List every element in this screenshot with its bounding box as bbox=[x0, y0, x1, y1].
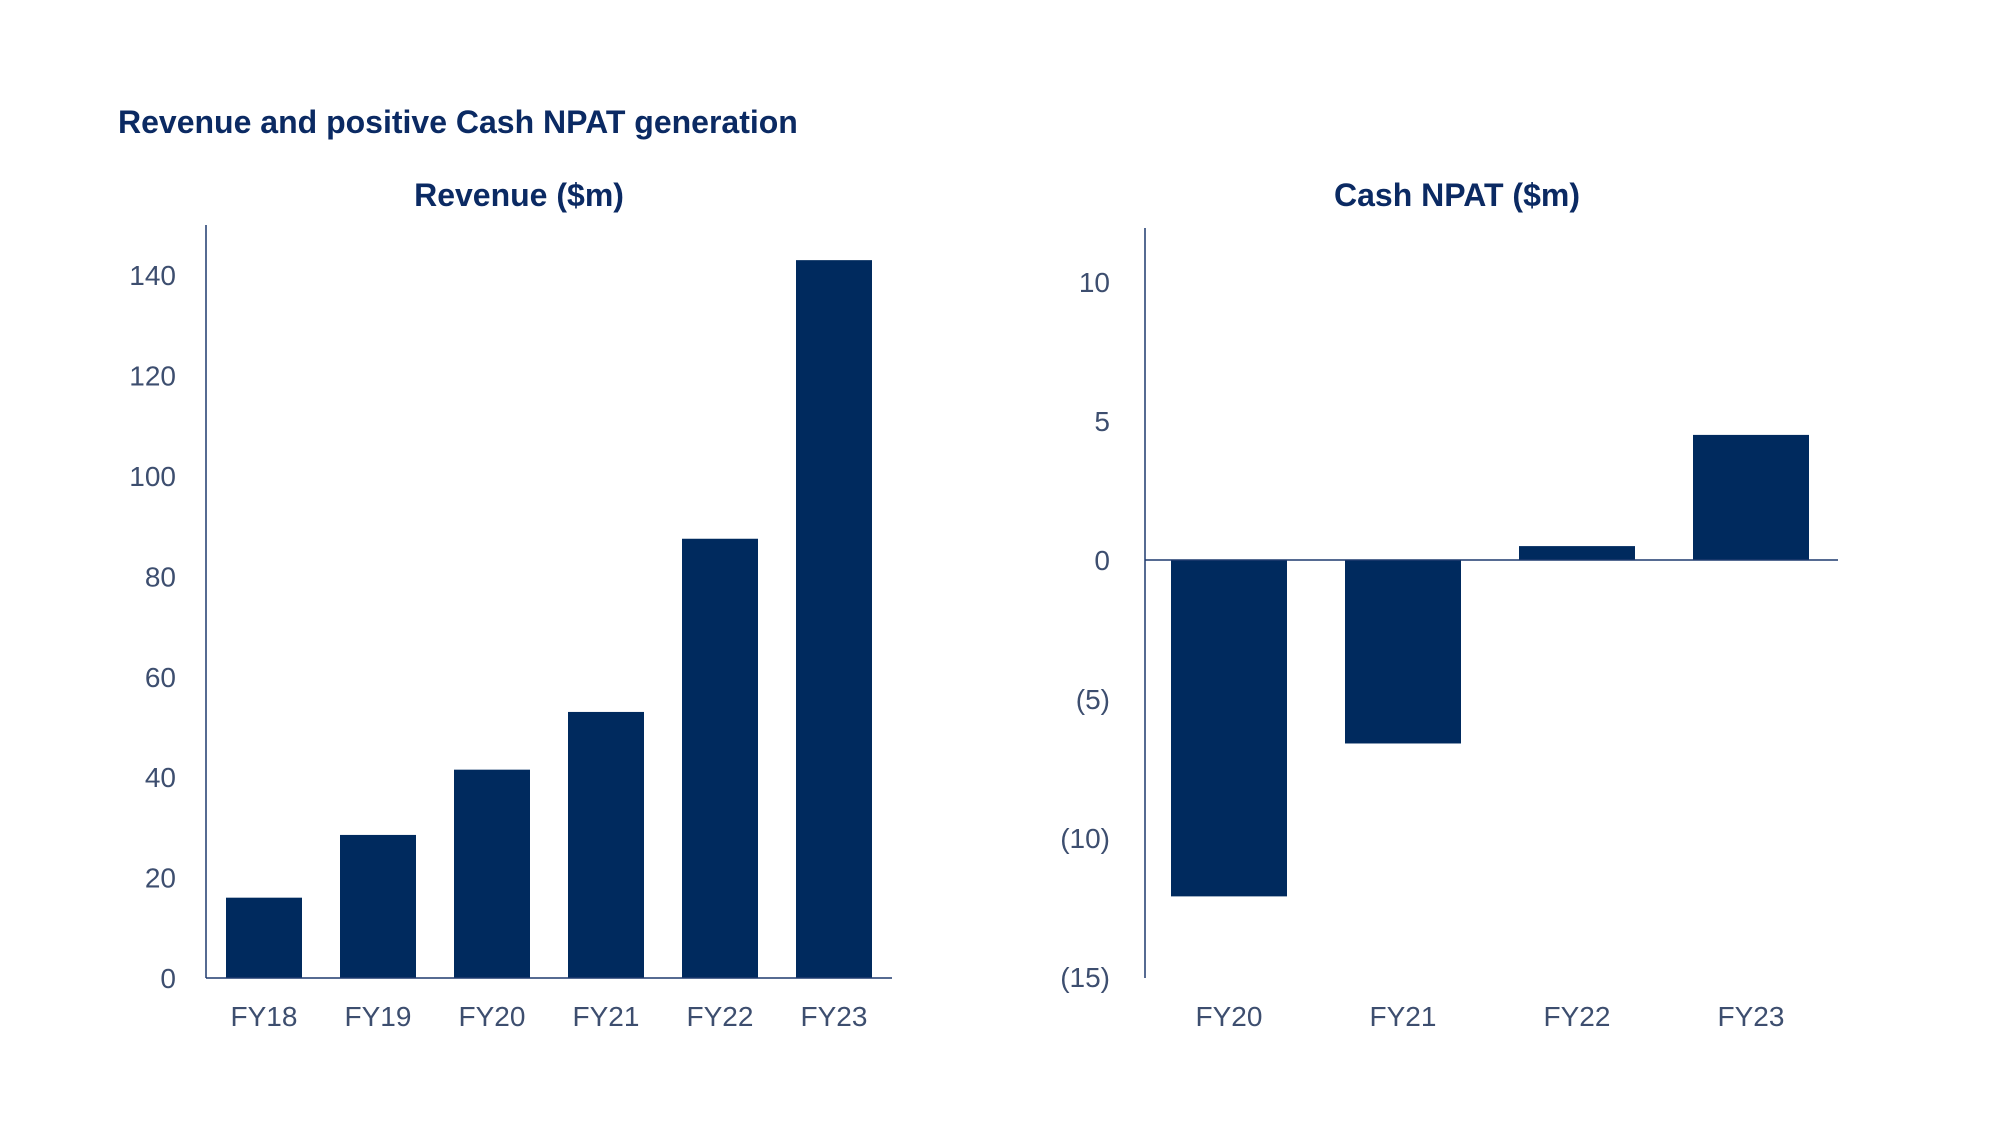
revenue-y-tick-label: 100 bbox=[129, 461, 176, 492]
revenue-y-axis-ticks: 0 20 40 60 80 100 120 140 bbox=[129, 260, 176, 994]
cash-npat-bars bbox=[1171, 434, 1809, 897]
revenue-bar-fy21 bbox=[568, 711, 644, 978]
cash-npat-x-tick-label: FY21 bbox=[1370, 1001, 1437, 1032]
cash-npat-bar-fy23 bbox=[1693, 434, 1809, 560]
cash-npat-y-tick-label: 10 bbox=[1079, 267, 1110, 298]
cash-npat-chart-title: Cash NPAT ($m) bbox=[1334, 177, 1580, 213]
revenue-bar-fy22 bbox=[682, 538, 758, 978]
revenue-x-tick-label: FY22 bbox=[687, 1001, 754, 1032]
cash-npat-y-axis-ticks: 10 5 0 (5) (10) (15) bbox=[1060, 267, 1110, 993]
cash-npat-y-tick-label: (15) bbox=[1060, 962, 1110, 993]
revenue-x-tick-label: FY21 bbox=[573, 1001, 640, 1032]
cash-npat-bar-fy21 bbox=[1345, 560, 1461, 744]
revenue-chart: Revenue ($m) 0 20 40 60 80 100 120 140 FY18 FY19… bbox=[129, 177, 892, 1032]
cash-npat-y-tick-label: (10) bbox=[1060, 823, 1110, 854]
revenue-x-tick-label: FY19 bbox=[345, 1001, 412, 1032]
revenue-bar-fy19 bbox=[340, 834, 416, 978]
revenue-y-tick-label: 0 bbox=[160, 963, 176, 994]
cash-npat-x-tick-label: FY23 bbox=[1718, 1001, 1785, 1032]
revenue-bar-fy20 bbox=[454, 769, 530, 978]
cash-npat-bar-fy22 bbox=[1519, 546, 1635, 560]
revenue-y-tick-label: 120 bbox=[129, 361, 176, 392]
revenue-y-tick-label: 80 bbox=[145, 561, 176, 592]
revenue-x-axis-ticks: FY18 FY19 FY20 FY21 FY22 FY23 bbox=[231, 1001, 868, 1032]
revenue-y-tick-label: 20 bbox=[145, 863, 176, 894]
revenue-x-tick-label: FY20 bbox=[459, 1001, 526, 1032]
cash-npat-y-tick-label: 5 bbox=[1094, 406, 1110, 437]
revenue-x-tick-label: FY23 bbox=[801, 1001, 868, 1032]
cash-npat-bar-fy20 bbox=[1171, 560, 1287, 897]
revenue-y-tick-label: 60 bbox=[145, 662, 176, 693]
revenue-bars bbox=[226, 260, 872, 978]
page-title: Revenue and positive Cash NPAT generatio… bbox=[118, 104, 798, 140]
revenue-chart-title: Revenue ($m) bbox=[414, 177, 624, 213]
cash-npat-x-tick-label: FY20 bbox=[1196, 1001, 1263, 1032]
cash-npat-x-axis-ticks: FY20 FY21 FY22 FY23 bbox=[1196, 1001, 1785, 1032]
cash-npat-y-tick-label: (5) bbox=[1076, 684, 1110, 715]
cash-npat-x-tick-label: FY22 bbox=[1544, 1001, 1611, 1032]
revenue-y-tick-label: 140 bbox=[129, 260, 176, 291]
revenue-y-tick-label: 40 bbox=[145, 762, 176, 793]
revenue-bar-fy18 bbox=[226, 897, 302, 978]
revenue-bar-fy23 bbox=[796, 260, 872, 978]
cash-npat-y-tick-label: 0 bbox=[1094, 545, 1110, 576]
revenue-x-tick-label: FY18 bbox=[231, 1001, 298, 1032]
